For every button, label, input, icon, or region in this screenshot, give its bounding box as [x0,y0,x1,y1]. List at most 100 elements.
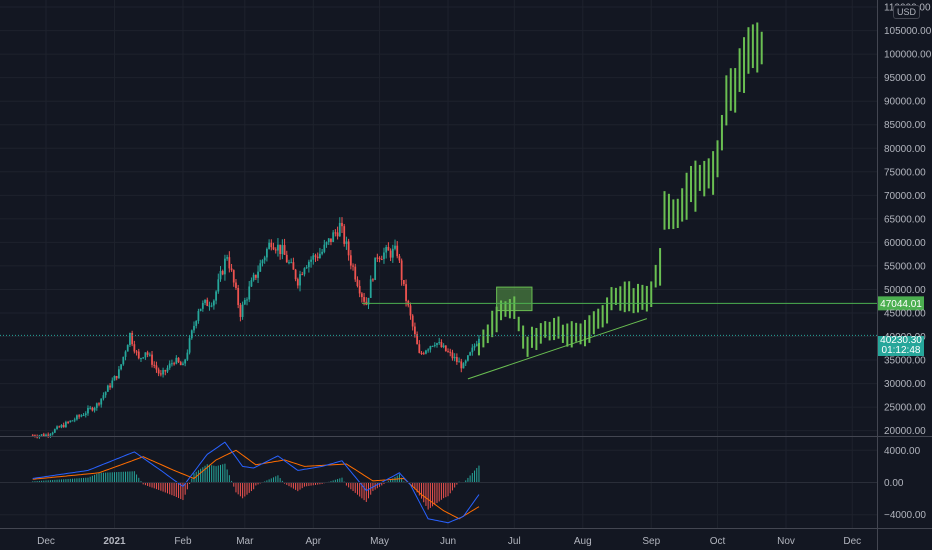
candle-body [133,344,136,352]
candle-body [354,266,357,280]
candle-body [120,364,123,370]
candle-body [166,367,169,372]
y-tick-label: 30000.00 [884,379,926,390]
candle-body [228,257,231,269]
macd-tick-label: −4000.00 [884,510,926,521]
candle-body [349,255,352,266]
candle-body [263,257,266,261]
candles [31,217,480,439]
y-tick-label: 65000.00 [884,214,926,225]
candle-body [31,435,34,437]
candle-body [49,434,52,436]
x-tick-label: Jun [440,536,456,547]
candle-body [316,256,319,259]
candle-body [45,434,47,437]
candle-body [151,354,153,365]
candle-body [199,308,202,311]
candle-body [464,360,467,364]
candle-body [47,434,50,436]
candle-body [467,355,469,361]
y-tick-label: 70000.00 [884,191,926,202]
candle-body [422,353,425,355]
candle-body [78,415,81,417]
y-tick-label: 90000.00 [884,97,926,108]
y-tick-label: 105000.00 [884,26,932,37]
candle-body [190,330,193,339]
currency-button[interactable]: USD [893,5,921,19]
candle-body [398,256,401,261]
candle-body [237,288,240,306]
candle-body [292,262,295,270]
candle-body [64,421,67,428]
x-tick-label: 2021 [103,536,126,547]
candle-body [224,258,226,275]
candle-body [438,342,441,344]
x-tick-label: Feb [174,536,192,547]
y-tick-label: 20000.00 [884,426,926,437]
candle-body [71,420,74,422]
resistance-level-line[interactable]: 47044.01 [0,296,924,336]
candle-body [131,332,134,345]
candle-body [235,282,237,289]
candle-body [396,245,399,257]
candle-body [272,247,275,250]
candle-body [378,257,381,260]
candle-body [391,248,394,258]
y-tick-label: 60000.00 [884,238,926,249]
y-tick-label: 85000.00 [884,120,926,131]
candle-body [369,279,372,298]
candle-body [325,242,328,245]
candle-body [279,244,282,255]
candle-body [248,286,251,300]
candle-body [204,299,206,303]
candle-body [416,334,419,345]
candle-body [469,352,472,356]
candle-body [319,253,321,259]
candle-body [274,249,277,251]
candle-body [193,325,195,331]
candle-body [124,351,127,357]
candle-body [175,357,178,364]
candle-body [389,250,392,258]
candle-body [197,310,200,321]
candle-body [254,274,257,278]
candle-body [341,222,343,227]
candle-body [277,244,279,251]
candle-body [360,293,363,298]
candle-body [230,268,233,271]
candle-body [140,358,142,360]
candle-body [473,345,476,348]
candle-body [294,269,297,280]
candle-body [257,271,259,278]
x-tick-label: Dec [37,536,55,547]
candle-body [62,424,65,428]
candle-body [296,279,299,286]
candle-body [444,345,447,352]
candle-body [383,252,385,260]
candle-body [173,363,176,365]
candle-body [40,434,43,436]
y-tick-label: 50000.00 [884,285,926,296]
candle-body [95,403,98,408]
candle-body [442,345,445,348]
candle-body [206,299,209,306]
candle-body [252,274,255,281]
candle-body [259,263,262,272]
candle-body [409,305,412,316]
candle-body [201,302,204,309]
candle-body [475,344,478,346]
y-tick-label: 75000.00 [884,167,926,178]
candle-body [301,274,304,276]
level-tag-label: 47044.01 [880,299,922,310]
candle-body [56,426,58,430]
macd-tick-label: 4000.00 [884,446,921,457]
candle-body [387,247,390,251]
candle-body [42,434,45,437]
x-tick-label: Jul [508,536,521,547]
candle-body [208,305,211,307]
trendline[interactable] [467,318,647,380]
macd-line [32,441,480,524]
candle-body [82,415,85,417]
trendline-segment [467,318,647,380]
